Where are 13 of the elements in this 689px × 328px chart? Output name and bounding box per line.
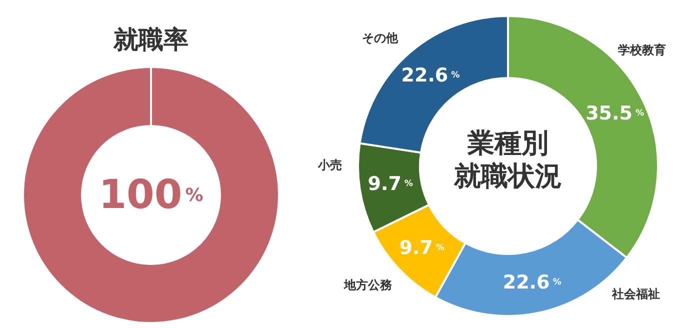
text: 業種別就職状況 (453, 128, 562, 192)
data-label: 9.7% (399, 237, 445, 260)
slice-label: 社会福祉 (611, 287, 660, 301)
data-label: 9.7% (368, 173, 414, 196)
data-label: 22.6% (502, 272, 562, 294)
data-label: 100% (98, 172, 204, 218)
data-label: 22.6% (401, 64, 460, 87)
slice-label: 地方公務 (343, 278, 393, 292)
slice-label: 小売 (317, 158, 342, 172)
data-label: 35.5% (586, 102, 644, 125)
chart-title: 就職率 (112, 25, 188, 54)
slice-label: その他 (362, 31, 399, 45)
slice-label: 学校教育 (618, 43, 666, 57)
